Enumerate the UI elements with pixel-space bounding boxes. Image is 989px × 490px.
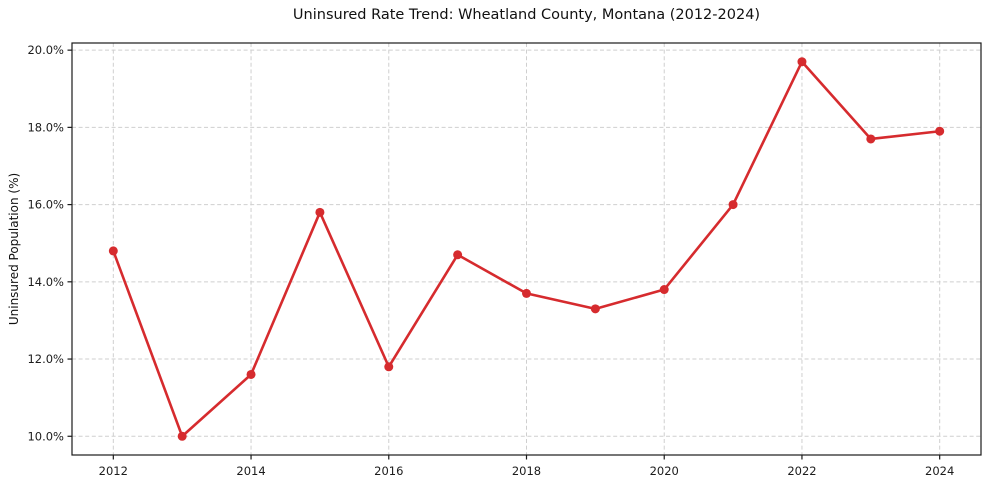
y-tick-label: 20.0% bbox=[27, 43, 64, 57]
data-point bbox=[866, 134, 876, 144]
data-point bbox=[453, 250, 463, 260]
x-tick-label: 2018 bbox=[512, 464, 541, 478]
y-tick-label: 10.0% bbox=[27, 429, 64, 443]
x-tick-label: 2016 bbox=[374, 464, 403, 478]
x-tick-label: 2014 bbox=[236, 464, 265, 478]
data-point bbox=[728, 200, 738, 210]
data-point bbox=[590, 304, 600, 314]
data-point bbox=[246, 369, 256, 379]
x-tick-label: 2012 bbox=[99, 464, 128, 478]
data-point bbox=[384, 362, 394, 372]
data-point bbox=[935, 126, 945, 136]
x-tick-label: 2024 bbox=[925, 464, 954, 478]
y-tick-label: 16.0% bbox=[27, 198, 64, 212]
data-point bbox=[522, 288, 531, 298]
data-point bbox=[659, 285, 669, 295]
x-tick-label: 2022 bbox=[787, 464, 816, 478]
y-tick-label: 18.0% bbox=[27, 120, 64, 134]
y-tick-label: 14.0% bbox=[27, 275, 64, 289]
data-point bbox=[315, 207, 325, 217]
data-point bbox=[797, 57, 807, 67]
chart-title: Uninsured Rate Trend: Wheatland County, … bbox=[292, 7, 761, 23]
data-point bbox=[177, 431, 187, 441]
y-tick-label: 12.0% bbox=[27, 352, 64, 366]
x-tick-label: 2020 bbox=[650, 464, 679, 478]
data-point bbox=[108, 246, 118, 256]
